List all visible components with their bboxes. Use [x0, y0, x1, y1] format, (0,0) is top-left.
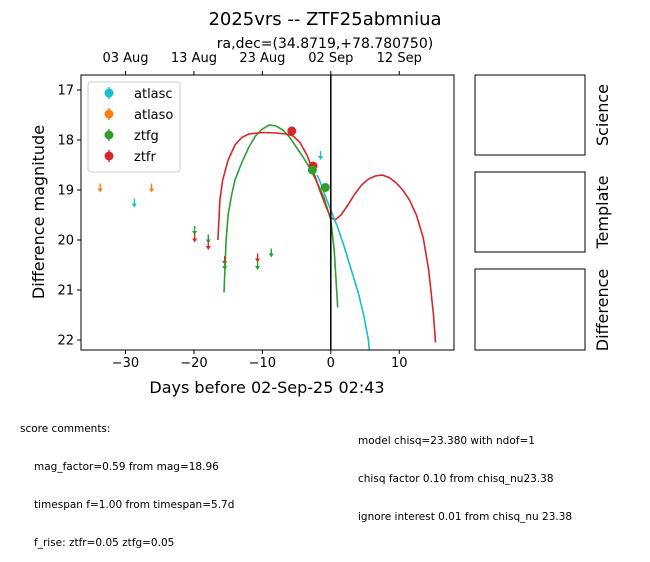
figure: 2025vrs -- ZTF25abmniua ra,dec=(34.8719,… [29, 9, 612, 397]
science-label: Science [593, 84, 612, 146]
top-tick-label: 03 Aug [102, 51, 148, 66]
legend-marker [104, 130, 114, 140]
legend-marker [104, 151, 114, 161]
x-tick-label: 10 [391, 356, 408, 371]
legend-label: ztfg [134, 129, 159, 144]
score-comments-header: score comments: [20, 423, 111, 436]
top-tick-label: 12 Sep [377, 51, 422, 66]
x-axis-label: Days before 02-Sep-25 02:43 [149, 378, 384, 397]
detection-point [320, 183, 330, 192]
model-comments: model chisq=23.380 with ndof=1 chisq fac… [358, 410, 572, 536]
upper-limit-head [131, 203, 137, 208]
model-curve-ztfg [223, 124, 339, 308]
legend: atlasc atlaso ztfg ztfr [87, 81, 181, 173]
score-comments: score comments: mag_factor=0.59 from mag… [20, 398, 234, 562]
template-panel [474, 171, 586, 253]
legend-marker [104, 88, 114, 98]
y-tick-label: 20 [57, 234, 74, 249]
upper-limit-head [222, 266, 228, 270]
chart-subtitle: ra,dec=(34.8719,+78.780750) [217, 36, 433, 52]
x-tick-label: 0 [327, 356, 335, 371]
score-comment-line: mag_factor=0.59 from mag=18.96 [34, 460, 219, 473]
upper-limit-ztfg [255, 261, 261, 270]
top-tick-label: 02 Sep [308, 51, 353, 66]
x-tick-label: −30 [112, 356, 139, 371]
upper-limit-head [192, 238, 198, 243]
template-label: Template [593, 175, 612, 249]
upper-limit-head [192, 231, 198, 235]
detection-point [307, 165, 317, 175]
legend-entry-ztfg: ztfg [104, 129, 159, 144]
upper-limit-head [255, 258, 261, 263]
upper-limit-atlaso [148, 183, 154, 193]
difference-panel [474, 268, 586, 351]
upper-limit-head [268, 253, 274, 258]
chart-title: 2025vrs -- ZTF25abmniua [208, 9, 441, 30]
y-tick-label: 19 [57, 184, 74, 199]
legend-entry-atlaso: atlaso [104, 108, 173, 123]
upper-limit-head [255, 266, 261, 270]
upper-limit-atlasc [131, 198, 137, 208]
score-comment-line: timespan f=1.00 from timespan=5.7d [34, 498, 235, 511]
detection-ztfr [287, 126, 297, 136]
upper-limit-ztfr [205, 241, 211, 250]
upper-limit-head [97, 188, 103, 193]
science-panel [474, 74, 586, 156]
y-tick-label: 22 [57, 334, 74, 349]
plot-frame [80, 74, 455, 351]
difference-label: Difference [593, 269, 612, 351]
model-comment-line: model chisq=23.380 with ndof=1 [358, 435, 535, 448]
legend-entry-ztfr: ztfr [104, 150, 156, 165]
y-axis-label: Difference magnitude [29, 125, 48, 299]
detection-ztfg [320, 183, 330, 192]
legend-label: atlasc [134, 87, 173, 102]
upper-limit-atlaso [97, 183, 103, 193]
upper-limit-atlasc [318, 151, 324, 160]
x-tick-label: −10 [249, 356, 276, 371]
upper-limit-head [318, 156, 324, 160]
legend-frame [87, 81, 181, 173]
y-tick-label: 18 [57, 134, 74, 149]
plot-area: −30 −20 −10 0 10 17 18 19 20 21 22 03 Aug 13 Aug 23… [57, 51, 455, 371]
y-tick-label: 17 [57, 84, 74, 99]
score-comment-line: f_rise: ztfr=0.05 ztfg=0.05 [34, 536, 175, 549]
upper-limit-ztfg [268, 248, 274, 258]
detection-ztfg [307, 165, 317, 175]
detection-point [287, 126, 297, 136]
legend-label: atlaso [134, 108, 173, 123]
model-comment-line: ignore interest 0.01 from chisq_nu 23.38 [358, 510, 573, 523]
model-comment-line: chisq factor 0.10 from chisq_nu23.38 [358, 472, 554, 485]
upper-limit-head [205, 246, 211, 250]
upper-limit-ztfr [255, 253, 261, 263]
upper-limit-ztfg [222, 261, 228, 270]
top-tick-label: 23 Aug [239, 51, 285, 66]
x-tick-label: −20 [180, 356, 207, 371]
upper-limit-ztfg [192, 226, 198, 235]
legend-label: ztfr [134, 150, 156, 165]
top-tick-label: 13 Aug [171, 51, 217, 66]
upper-limit-head [148, 188, 154, 193]
legend-entry-atlasc: atlasc [104, 87, 173, 102]
model-curve-ztfr [217, 131, 437, 343]
upper-limit-ztfr [192, 233, 198, 243]
y-tick-label: 21 [57, 284, 74, 299]
legend-marker [104, 109, 114, 119]
